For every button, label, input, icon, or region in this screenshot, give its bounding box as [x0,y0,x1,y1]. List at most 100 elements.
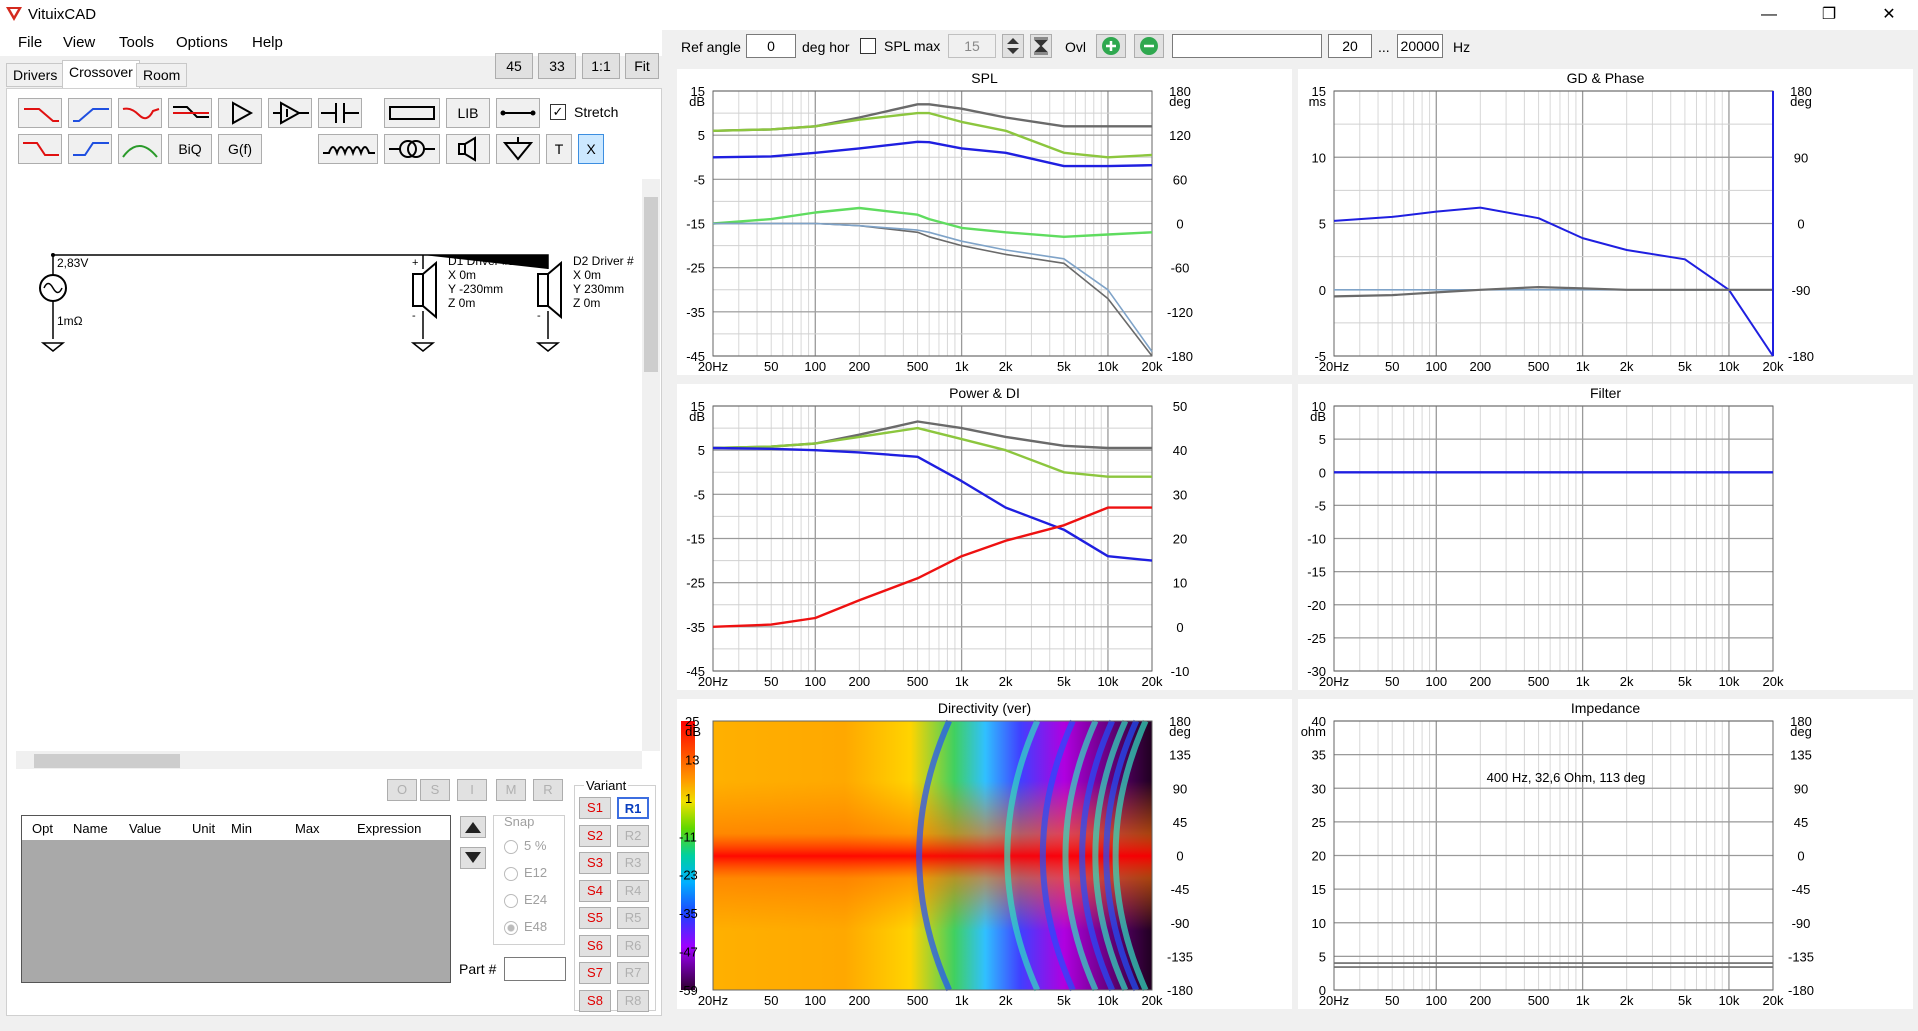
menu-view[interactable]: View [63,34,96,51]
variant-s4-button[interactable]: S4 [579,879,611,902]
snap-e12-radio[interactable]: E12 [504,865,547,881]
part-number-input[interactable] [504,957,566,981]
shelf-filter-icon[interactable] [168,98,212,128]
zoom-45-button[interactable]: 45 [495,53,533,79]
snap-e24-radio[interactable]: E24 [504,892,547,908]
move-up-button[interactable] [460,816,486,838]
gd-y2tick-label: -90 [1792,283,1811,298]
spl-series-line [712,140,1153,168]
highpass-2-filter-icon[interactable] [68,134,112,164]
zoom-33-button[interactable]: 33 [538,53,576,79]
variant-s6-button[interactable]: S6 [579,934,611,957]
directivity-chart[interactable]: 25 13 1 -11 -23 -35 -47 -59 dB 180 135 90 45 0 -45 -90 -… [677,699,1292,1009]
gd-ytick-label: 0 [1319,283,1326,298]
variant-s3-button[interactable]: S3 [579,852,611,874]
close-button[interactable]: ✕ [1882,6,1896,23]
freq-max-input[interactable]: 20000 [1397,34,1443,58]
menu-file[interactable]: File [18,34,43,51]
freq-min-input[interactable]: 20 [1328,34,1372,58]
power-ytick-label: -15 [686,532,705,547]
filter-ytick-label: -15 [1307,565,1326,580]
variant-r6-button[interactable]: R6 [617,934,649,957]
library-button[interactable]: LIB [446,98,490,128]
gd-y-unit: ms [1309,94,1327,109]
menu-tools[interactable]: Tools [119,34,155,51]
highpass-filter-icon[interactable] [68,98,112,128]
delete-button[interactable]: X [578,134,604,164]
variant-r2-button[interactable]: R2 [617,824,649,847]
menu-options[interactable]: Options [176,34,228,51]
imp-xtick-label: 10k [1718,993,1739,1008]
variant-r4-button[interactable]: R4 [617,879,649,902]
spl-chart[interactable]: 15 5 -5 -15 -25 -35 -45 dB 180 120 60 0 -60 -120 -180 d… [677,69,1292,375]
snap-5pct-radio[interactable]: 5 % [504,838,546,854]
variant-s5-button[interactable]: S5 [579,907,611,929]
lowpass-filter-icon[interactable] [18,98,62,128]
autoscale-icon[interactable] [1030,34,1052,58]
variant-s2-button[interactable]: S2 [579,824,611,847]
bandpass-filter-icon[interactable] [118,134,162,164]
gd-series-line [1333,206,1774,357]
driver-icon[interactable] [446,134,490,164]
ground-icon[interactable] [496,134,540,164]
biquad-button[interactable]: BiQ [168,134,212,164]
vscroll-thumb[interactable] [644,197,658,372]
remove-overlay-button[interactable] [1134,34,1164,58]
stretch-checkbox[interactable]: ✓ [550,104,566,120]
opt-o-button[interactable]: O [387,779,417,801]
tab-room[interactable]: Room [136,63,188,87]
ref-angle-input[interactable]: 0 [746,34,796,58]
variant-r1-button[interactable]: R1 [617,797,649,819]
tab-drivers[interactable]: Drivers [6,63,65,87]
minimize-button[interactable]: — [1761,6,1777,23]
power-y-unit: dB [689,409,705,424]
zoom-fit-button[interactable]: Fit [625,53,659,79]
add-overlay-button[interactable] [1096,34,1126,58]
move-down-button[interactable] [460,847,486,869]
variant-r8-button[interactable]: R8 [617,989,649,1012]
variant-s8-button[interactable]: S8 [579,989,611,1012]
amplifier-icon[interactable] [268,98,312,128]
power-y2tick-label: -10 [1171,664,1190,679]
transfer-function-button[interactable]: G(f) [218,134,262,164]
overlay-input[interactable] [1172,34,1322,58]
zoom-1to1-button[interactable]: 1:1 [582,53,620,79]
schematic-vscrollbar[interactable] [642,179,660,751]
spl-max-checkbox[interactable] [860,38,876,54]
opt-s-button[interactable]: S [420,779,450,801]
variant-s7-button[interactable]: S7 [579,962,611,984]
text-button[interactable]: T [546,134,572,164]
imp-y2tick-label: 45 [1794,815,1808,830]
transformer-icon[interactable] [384,134,440,164]
dir-xtick-label: 200 [848,993,870,1008]
capacitor-icon[interactable] [318,98,362,128]
parts-table[interactable]: Opt Name Value Unit Min Max Expression [21,815,451,983]
spin-updown-icon[interactable] [1002,34,1024,58]
opt-r-button[interactable]: R [533,779,563,801]
variant-r5-button[interactable]: R5 [617,907,649,929]
variant-r7-button[interactable]: R7 [617,962,649,984]
schematic-hscrollbar[interactable] [16,751,642,769]
opt-i-button[interactable]: I [457,779,487,801]
inductor-icon[interactable] [318,134,378,164]
notch-filter-icon[interactable] [118,98,162,128]
tab-crossover[interactable]: Crossover [62,60,140,88]
wire-icon[interactable] [496,98,540,128]
opt-m-button[interactable]: M [496,779,526,801]
variant-r3-button[interactable]: R3 [617,852,649,874]
snap-e48-radio[interactable]: E48 [504,919,547,935]
restore-button[interactable]: ❐ [1821,6,1837,23]
hscroll-thumb[interactable] [34,754,180,768]
spl-max-input[interactable]: 15 [948,34,996,58]
impedance-chart[interactable]: 4035302520151050ohm18013590450-45-90-135… [1298,699,1913,1009]
gd-series-line [1333,286,1773,298]
menu-help[interactable]: Help [252,34,283,51]
schematic-canvas[interactable]: + - + - 2,83V 1mΩ D1 Driver #1 X 0m Y -230… [16,179,642,751]
buffer-icon[interactable] [218,98,262,128]
variant-s1-button[interactable]: S1 [579,797,611,819]
lowpass-2-filter-icon[interactable] [18,134,62,164]
resistor-icon[interactable] [384,98,440,128]
